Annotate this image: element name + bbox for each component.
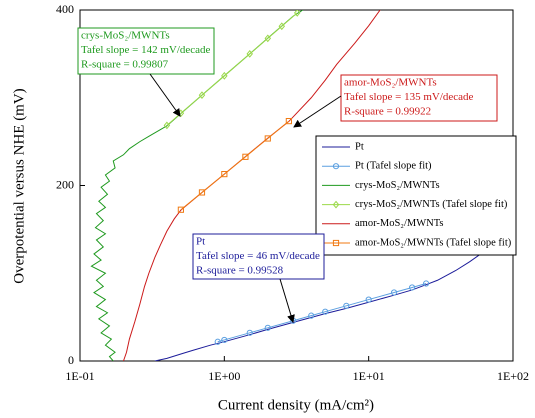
y-axis-title: Overpotential versus NHE (mV)	[11, 88, 27, 283]
legend-marker	[332, 200, 340, 209]
marker	[308, 312, 315, 319]
legend-label: crys-MoS₂/MWNTs (Tafel slope fit)	[355, 199, 508, 210]
annotation-text: Pt	[196, 236, 205, 248]
legend-marker	[332, 239, 340, 247]
marker	[293, 10, 301, 17]
annotation-arrow	[293, 95, 342, 128]
marker	[264, 324, 271, 331]
legend: Pt Pt (Tafel slope fit) crys-MoS₂/MWNTs cry…	[315, 135, 517, 256]
annotation-text: Tafel slope = 142 mV/decade	[81, 44, 211, 56]
annotation-box	[192, 233, 325, 280]
legend-label: amor-MoS₂/MWNTs	[355, 218, 443, 229]
y-tick-label: 400	[56, 2, 74, 16]
marker	[365, 296, 372, 303]
legend-marker	[332, 163, 340, 170]
annotation-text: R-square = 0.99528	[196, 265, 284, 277]
legend-box	[315, 135, 517, 256]
series-line	[217, 283, 427, 343]
x-tick-label: 1E+00	[208, 369, 240, 383]
legend-label: amor-MoS₂/MWNTs (Tafel slope fit)	[355, 237, 512, 248]
y-tick-label: 200	[56, 177, 74, 191]
marker	[198, 91, 206, 99]
marker	[246, 329, 253, 336]
plot-area	[90, 10, 513, 361]
annotation-text: crys-MoS₂/MWNTs	[81, 30, 170, 42]
marker	[221, 336, 228, 344]
marker	[163, 121, 171, 130]
series-line	[180, 120, 290, 211]
marker	[390, 289, 398, 296]
annotation-text: Tafel slope = 46 mV/decade	[196, 250, 320, 262]
annotation-text: R-square = 0.99807	[81, 59, 169, 71]
annotation-box	[340, 74, 498, 122]
annotation-text: Tafel slope = 135 mV/decade	[344, 91, 474, 103]
x-axis-title: Current density (mA/cm²)	[218, 397, 374, 413]
annotation: crys-MoS₂/MWNTs Tafel slope = 142 mV/deca…	[77, 27, 215, 117]
x-tick-label: 1E+02	[497, 369, 529, 383]
annotation-text: amor-MoS₂/MWNTs	[344, 77, 437, 89]
legend-label: Pt (Tafel slope fit)	[355, 161, 432, 172]
y-tick-label: 0	[68, 353, 74, 367]
annotation: Pt Tafel slope = 46 mV/decade R-square = 0…	[192, 233, 325, 323]
annotation: amor-MoS₂/MWNTs Tafel slope = 135 mV/deca…	[293, 74, 498, 128]
marker	[214, 338, 221, 345]
legend-label: Pt	[355, 141, 364, 152]
annotation-arrow	[279, 278, 295, 323]
series-line	[90, 10, 304, 361]
marker	[285, 117, 292, 125]
annotation-text: R-square = 0.99922	[344, 106, 431, 118]
marker	[198, 189, 206, 196]
marker	[246, 49, 254, 58]
marker	[343, 302, 350, 309]
x-tick-label: 1E-01	[65, 369, 94, 383]
marker	[264, 135, 271, 142]
marker	[264, 34, 272, 43]
series-line	[122, 10, 381, 361]
annotation-box	[77, 27, 215, 75]
marker	[322, 308, 329, 315]
marker	[278, 22, 286, 31]
legend-label: crys-MoS₂/MWNTs	[355, 180, 440, 191]
marker	[409, 284, 416, 291]
x-tick-label: 1E+01	[353, 369, 385, 383]
marker	[221, 71, 228, 80]
annotation-arrow	[149, 73, 181, 117]
marker	[221, 170, 228, 178]
marker	[423, 280, 430, 287]
series-line	[154, 230, 513, 361]
marker	[242, 153, 249, 160]
marker	[177, 206, 184, 213]
series-line	[166, 12, 298, 126]
